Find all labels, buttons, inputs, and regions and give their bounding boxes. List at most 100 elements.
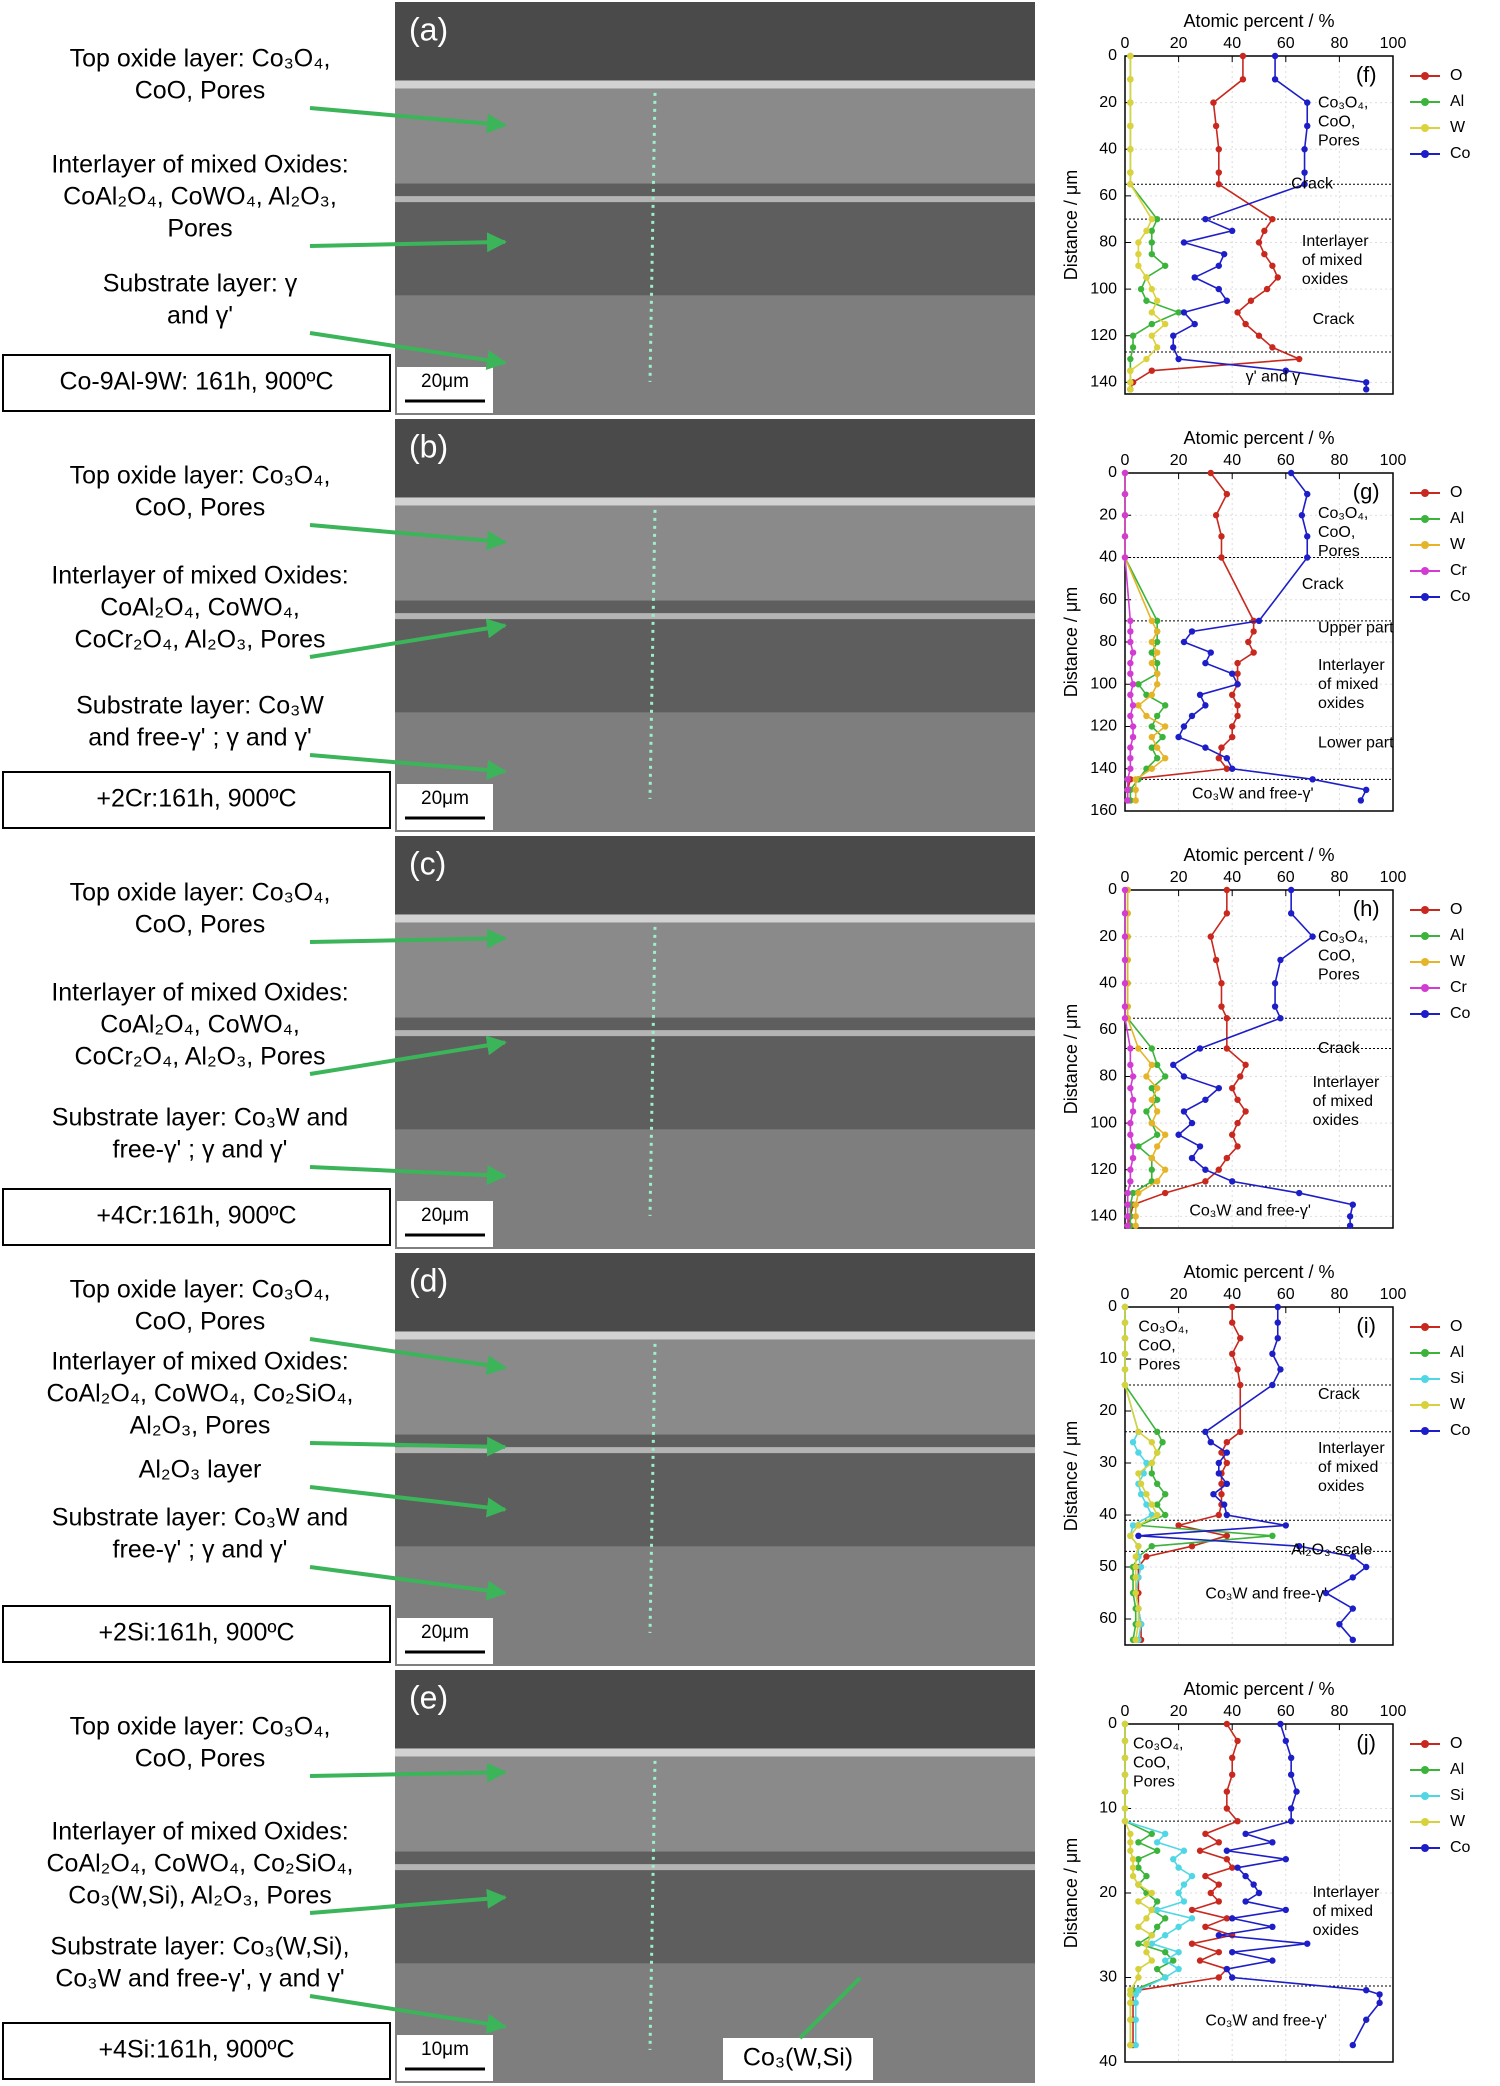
data-point (1127, 1999, 1134, 2007)
scale-bar-bg (397, 2035, 493, 2081)
data-point (1298, 512, 1306, 519)
oxide-edge (395, 1748, 1035, 1757)
data-point (1129, 1143, 1137, 1150)
data-point (1202, 215, 1209, 223)
y-tick-label: 60 (1099, 187, 1117, 204)
data-point (1242, 1872, 1249, 1880)
data-point (1215, 1470, 1223, 1477)
data-point (1287, 886, 1295, 894)
data-point (1304, 554, 1311, 561)
layer-note: Substrate layer: Co₃W and (52, 1504, 348, 1532)
data-point (1127, 2016, 1134, 2023)
data-point (1127, 367, 1134, 374)
y-tick-label: 140 (1090, 1208, 1117, 1225)
y-tick-label: 160 (1090, 802, 1117, 819)
y-tick-label: 40 (1099, 1506, 1117, 1523)
legend-marker (1421, 1349, 1429, 1357)
data-point (1229, 1754, 1236, 1762)
data-point (1127, 712, 1134, 720)
legend-label: O (1450, 1318, 1462, 1335)
y-axis-label: Distance / μm (1061, 1421, 1081, 1531)
data-point (1229, 670, 1236, 677)
note-arrow (309, 232, 507, 253)
y-tick-label: 20 (1099, 1884, 1117, 1901)
data-point (1239, 76, 1247, 83)
legend-label: Al (1450, 1344, 1464, 1361)
layer-note: CoO, Pores (135, 77, 266, 105)
data-point (1229, 1915, 1236, 1922)
data-point (1159, 733, 1166, 741)
data-point (1215, 1881, 1223, 1888)
data-point (1153, 1428, 1161, 1436)
data-point (1135, 1189, 1142, 1197)
data-point (1143, 691, 1150, 699)
y-tick-label: 0 (1108, 47, 1117, 64)
data-point (1129, 733, 1137, 741)
layer-note: Substrate layer: Co₃W and (52, 1104, 348, 1132)
data-point (1143, 1459, 1150, 1467)
data-point (1127, 52, 1134, 60)
data-point (1271, 52, 1279, 60)
y-tick-label: 40 (1099, 974, 1117, 991)
y-tick-label: 20 (1099, 1402, 1117, 1419)
data-point (1127, 1045, 1134, 1052)
annotation: of mixed (1313, 1903, 1373, 1920)
data-point (1121, 1771, 1129, 1778)
data-point (1170, 1856, 1177, 1863)
data-point (1121, 910, 1129, 917)
annotation: Interlayer (1313, 1884, 1380, 1901)
legend-marker (1421, 72, 1429, 80)
data-point (1234, 681, 1241, 688)
data-point (1349, 1201, 1357, 1208)
data-point (1121, 1720, 1129, 1728)
annotation: of mixed (1313, 1093, 1373, 1110)
x-tick-label: 80 (1331, 452, 1349, 469)
data-point (1153, 1131, 1161, 1138)
data-point (1180, 1847, 1188, 1854)
data-point (1180, 1073, 1188, 1080)
layer-note: CoCr₂O₄, Al₂O₃, Pores (75, 626, 326, 654)
data-point (1162, 1131, 1169, 1138)
series-line (1129, 56, 1181, 390)
annotation: Co₃O₄, (1138, 1318, 1188, 1335)
data-point (1135, 1605, 1142, 1612)
annotation: Crack (1313, 311, 1356, 328)
caption-box (2, 771, 391, 829)
data-point (1202, 1830, 1209, 1838)
data-point (1143, 1501, 1150, 1508)
note-arrow (309, 1888, 507, 1915)
legend-marker (1421, 593, 1429, 601)
data-point (1129, 702, 1137, 709)
legend-marker (1421, 1818, 1429, 1826)
data-point (1143, 1872, 1150, 1880)
annotation: CoO, (1138, 1337, 1175, 1354)
caption-box (2, 2022, 391, 2080)
data-point (1127, 355, 1134, 363)
data-point (1223, 886, 1231, 894)
layer-note: Interlayer of mixed Oxides: (51, 1818, 348, 1846)
y-tick-label: 20 (1099, 506, 1117, 523)
data-point (1180, 638, 1188, 646)
data-point (1121, 1015, 1129, 1022)
data-point (1223, 1965, 1231, 1973)
data-point (1148, 309, 1156, 316)
y-tick-label: 30 (1099, 1969, 1117, 1986)
data-point (1196, 1143, 1204, 1150)
caption-box (2, 354, 391, 412)
layer-note: CoAl₂O₄, CoWO₄, Co₂SiO₄, (46, 1850, 353, 1878)
data-point (1180, 723, 1188, 730)
data-point (1170, 1061, 1177, 1069)
data-point (1153, 1847, 1161, 1854)
data-point (1129, 1154, 1137, 1162)
legend-marker (1421, 1792, 1429, 1800)
data-point (1229, 1303, 1236, 1311)
data-point (1282, 367, 1290, 374)
data-point (1223, 1045, 1231, 1052)
sem-panel: (a) 20μm Co-9Al-9W: 161h, 900ºC Top oxide l… (2, 2, 1035, 415)
legend-label: Cr (1450, 562, 1468, 579)
data-point (1301, 169, 1308, 176)
data-point (1218, 533, 1225, 540)
data-point (1121, 1303, 1129, 1311)
data-point (1127, 617, 1134, 625)
legend-label: Co (1450, 1422, 1471, 1439)
